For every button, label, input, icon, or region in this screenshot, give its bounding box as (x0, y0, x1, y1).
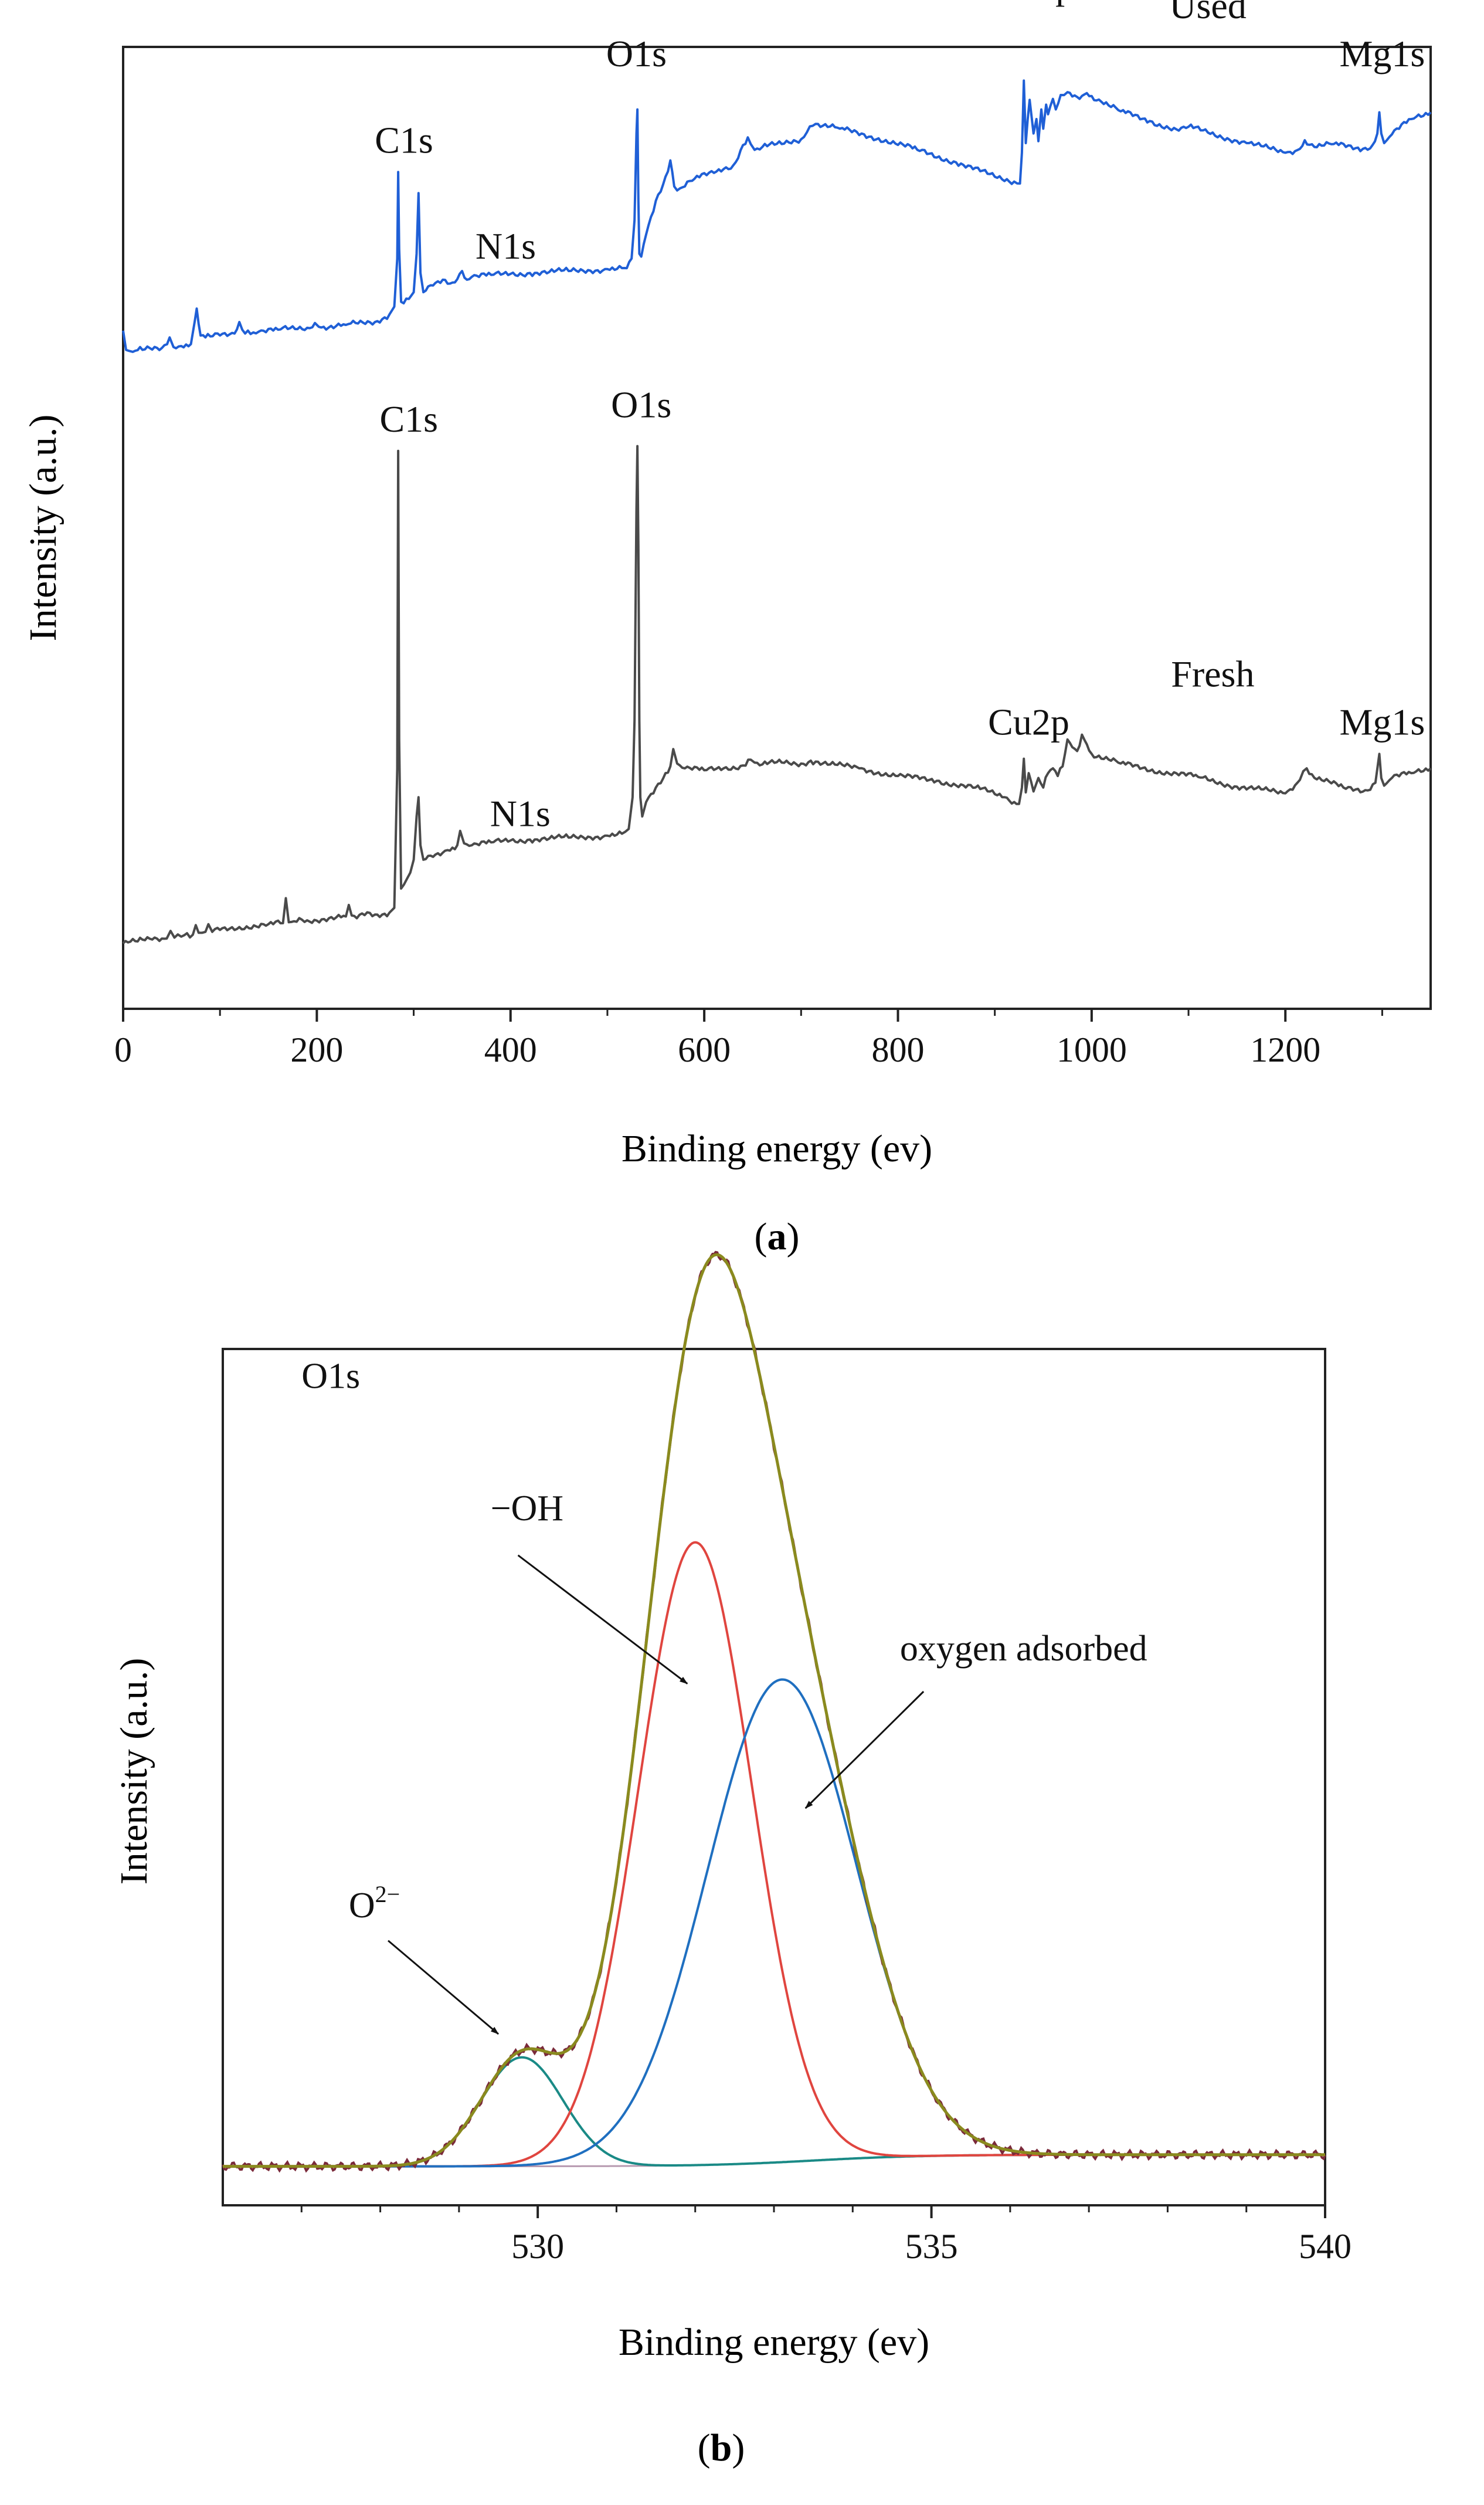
series-envelope (223, 1253, 1325, 2168)
panel-b-annotations: O1s −OH oxygen adsorbed O2− (301, 1356, 1147, 1926)
panel-a-x-tick-label: 600 (678, 1031, 731, 1069)
annotation-arrow (517, 1554, 688, 1684)
panel-a-peak-label: N1s (490, 792, 551, 834)
annotation-arrow (804, 1690, 925, 1809)
panel-b-x-tick-label: 530 (511, 2227, 564, 2266)
panel-b-annotation-label: oxygen adsorbed (900, 1629, 1147, 1669)
panel-b-annotation-label: O2− (349, 1881, 400, 1926)
annotation-arrow (388, 1940, 499, 2035)
panel-a-x-tick-labels: 0 200 400 600 800 1000 1200 (114, 1031, 1320, 1069)
panel-a-peak-label: O1s (611, 384, 671, 425)
panel-b-annotation-label: O1s (301, 1356, 360, 1396)
panel-b-annotation-text: O (349, 1886, 375, 1926)
panel-a-peak-label: C1s (379, 398, 438, 440)
panel-a-plot-frame (122, 46, 1432, 1010)
panel-a-peak-label: Mg1s (1340, 33, 1425, 74)
panel-a-x-tick-label: 200 (290, 1031, 343, 1069)
panel-a-x-tick-label: 800 (871, 1031, 924, 1069)
panel-a-peak-label: Mg1s (1340, 701, 1425, 743)
panel-a-peak-label: C1s (375, 119, 433, 161)
panel-a-caption-letter: a (768, 1215, 787, 1258)
panel-b-y-axis-label: Intensity (a.u.) (113, 1658, 155, 1885)
panel-a-x-axis-label: Binding energy (ev) (622, 1127, 932, 1170)
panel-b-annotation-arrows (388, 1554, 925, 2035)
panel-b-annotation-superscript: 2− (375, 1881, 400, 1907)
panel-a-survey-spectrum: 0 200 400 600 800 1000 1200 C1s N1s O1s Cu2p Used M… (22, 0, 1432, 1258)
panel-a-peak-label: Used (1169, 0, 1247, 26)
panel-a-x-ticks (122, 1009, 1383, 1022)
panel-b-annotation-label: −OH (491, 1489, 564, 1528)
panel-a-peak-label: Fresh (1171, 653, 1254, 695)
panel-b-annotation-text: −OH (491, 1489, 564, 1528)
panel-a-peak-label: Cu2p (993, 0, 1074, 7)
panel-a-peak-label: Cu2p (988, 701, 1069, 743)
panel-a-peak-label: N1s (476, 225, 536, 267)
panel-a-x-tick-label: 1000 (1057, 1031, 1127, 1069)
panel-b-caption-letter: b (711, 2426, 732, 2469)
panel-b-annotation-text: oxygen adsorbed (900, 1629, 1147, 1669)
panel-a-caption: (a) (755, 1215, 800, 1258)
panel-b-x-tick-label: 535 (905, 2227, 958, 2266)
panel-a-annotations: C1s N1s O1s Cu2p Used Mg1s C1s O1s N1s Fresh Cu2p M… (375, 0, 1425, 834)
panel-b-x-ticks (300, 2205, 1326, 2218)
panel-b-x-tick-label: 540 (1299, 2227, 1351, 2266)
panel-a-x-tick-label: 400 (484, 1031, 537, 1069)
panel-b-o1s-spectrum: 530 535 540 O1s −OH oxygen adsorbed O2− Bindi… (113, 1250, 1351, 2469)
panel-a-series (122, 79, 1432, 944)
panel-b-caption: (b) (698, 2426, 745, 2469)
series-used (122, 79, 1432, 353)
panel-a-x-tick-label: 0 (114, 1031, 132, 1069)
panel-a-x-tick-label: 1200 (1250, 1031, 1320, 1069)
series-fresh (122, 445, 1432, 944)
panel-a-y-axis-label: Intensity (a.u.) (22, 415, 64, 642)
panel-b-x-axis-label: Binding energy (ev) (619, 2321, 929, 2364)
panel-b-x-tick-labels: 530 535 540 (511, 2227, 1351, 2266)
panel-a-peak-label: O1s (606, 33, 667, 74)
panel-b-annotation-text: O1s (301, 1356, 360, 1396)
panel-b-series (222, 1250, 1326, 2173)
